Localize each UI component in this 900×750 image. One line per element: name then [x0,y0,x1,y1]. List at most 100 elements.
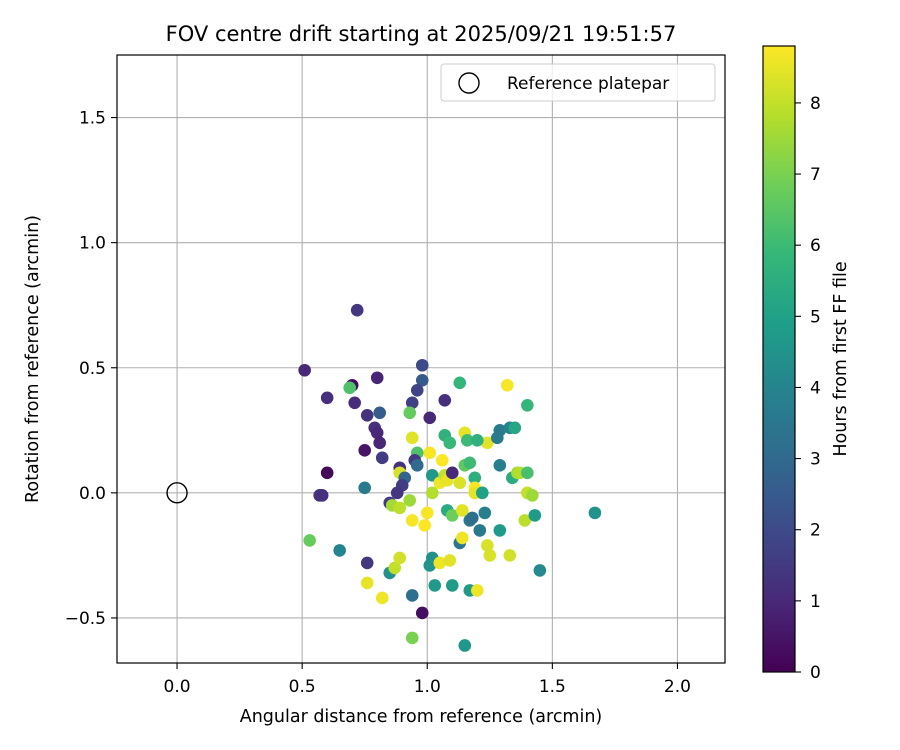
data-point [443,436,457,450]
data-point [493,459,507,472]
data-point [373,406,387,420]
x-axis: 0.0 0.5 1.0 1.5 2.0 [164,663,691,697]
colorbar-tick-label: 6 [810,236,821,256]
data-point [503,549,517,562]
data-point [370,371,384,385]
colorbar-tick-label: 2 [810,521,821,541]
data-point [405,589,419,602]
data-point [360,408,374,422]
y-tick-label: −0.5 [65,609,106,629]
legend-reference-label: Reference platepar [507,74,669,94]
data-point [298,363,311,377]
data-point [465,511,479,525]
data-point [348,396,361,410]
data-point [445,579,459,592]
x-axis-label: Angular distance from reference (arcmin) [240,707,603,727]
x-tick-label: 0.0 [164,677,191,697]
data-point [370,426,384,440]
data-point [460,434,474,447]
data-point [433,556,447,570]
y-tick-label: 0.5 [79,359,106,379]
data-point [403,494,417,507]
data-point [528,509,542,522]
data-points [298,303,602,652]
data-point [478,506,492,520]
y-axis: −0.5 0.0 0.5 1.0 1.5 [65,109,117,629]
data-point [473,524,487,537]
data-point [521,398,534,412]
data-point [343,381,356,395]
data-point [476,486,489,500]
data-point [455,531,469,545]
x-tick-label: 0.5 [289,677,316,697]
data-point [415,373,429,387]
x-tick-label: 1.5 [539,677,566,697]
data-point [521,466,534,480]
data-point [358,444,372,457]
colorbar-tick-label: 4 [810,378,821,398]
data-point [470,584,484,597]
data-point [393,501,407,515]
y-axis-label: Rotation from reference (arcmin) [23,215,43,503]
data-point [526,489,539,502]
colorbar-ticks: 0 1 2 3 4 5 6 7 8 [795,94,821,683]
data-point [375,451,389,465]
y-tick-label: 0.0 [79,484,106,504]
colorbar-tick-label: 3 [810,450,821,470]
data-point [405,431,419,445]
data-point [320,466,334,480]
colorbar: 0 1 2 3 4 5 6 7 8 Hours from first FF file [762,45,851,683]
data-point [483,549,497,562]
data-point [405,396,419,410]
data-point [455,504,469,517]
data-point [481,436,494,450]
data-point [373,436,387,450]
data-point [423,446,437,460]
plot-frame [116,54,726,664]
data-point [453,476,467,490]
legend: Reference platepar [440,63,716,102]
colorbar-tick-label: 5 [810,307,821,327]
colorbar-tick-label: 8 [810,94,821,114]
data-point [388,561,402,575]
data-point [418,519,432,532]
reference-platepar-marker [166,482,188,504]
colorbar-tick-label: 7 [810,165,821,185]
data-point [458,639,472,652]
data-point [405,514,419,527]
data-point [393,551,407,565]
data-point [533,564,547,577]
data-point [518,514,532,527]
data-point [493,424,507,437]
data-point [315,489,329,502]
data-point [420,506,434,520]
data-point [415,358,429,372]
data-point [425,486,439,500]
data-point [358,481,372,495]
data-point [468,471,482,485]
data-point [333,544,346,557]
data-point [350,303,364,317]
data-point [453,376,467,390]
data-point [390,486,404,500]
colorbar-tick-label: 1 [810,592,821,612]
y-tick-label: 1.5 [79,109,106,129]
data-point [405,631,419,645]
x-tick-label: 2.0 [664,677,691,697]
data-point [428,579,442,592]
data-point [375,591,389,605]
x-tick-label: 1.0 [414,677,441,697]
data-point [463,456,477,470]
y-tick-label: 1.0 [79,234,106,254]
data-point [303,534,316,547]
data-point [360,576,374,590]
data-point [470,434,484,447]
data-point [423,411,437,425]
data-point [481,539,494,552]
data-point [508,421,522,435]
colorbar-label: Hours from first FF file [831,261,851,456]
data-point [423,559,437,572]
data-point [443,554,457,567]
colorbar-gradient [762,45,796,673]
legend-reference-icon [458,72,480,94]
